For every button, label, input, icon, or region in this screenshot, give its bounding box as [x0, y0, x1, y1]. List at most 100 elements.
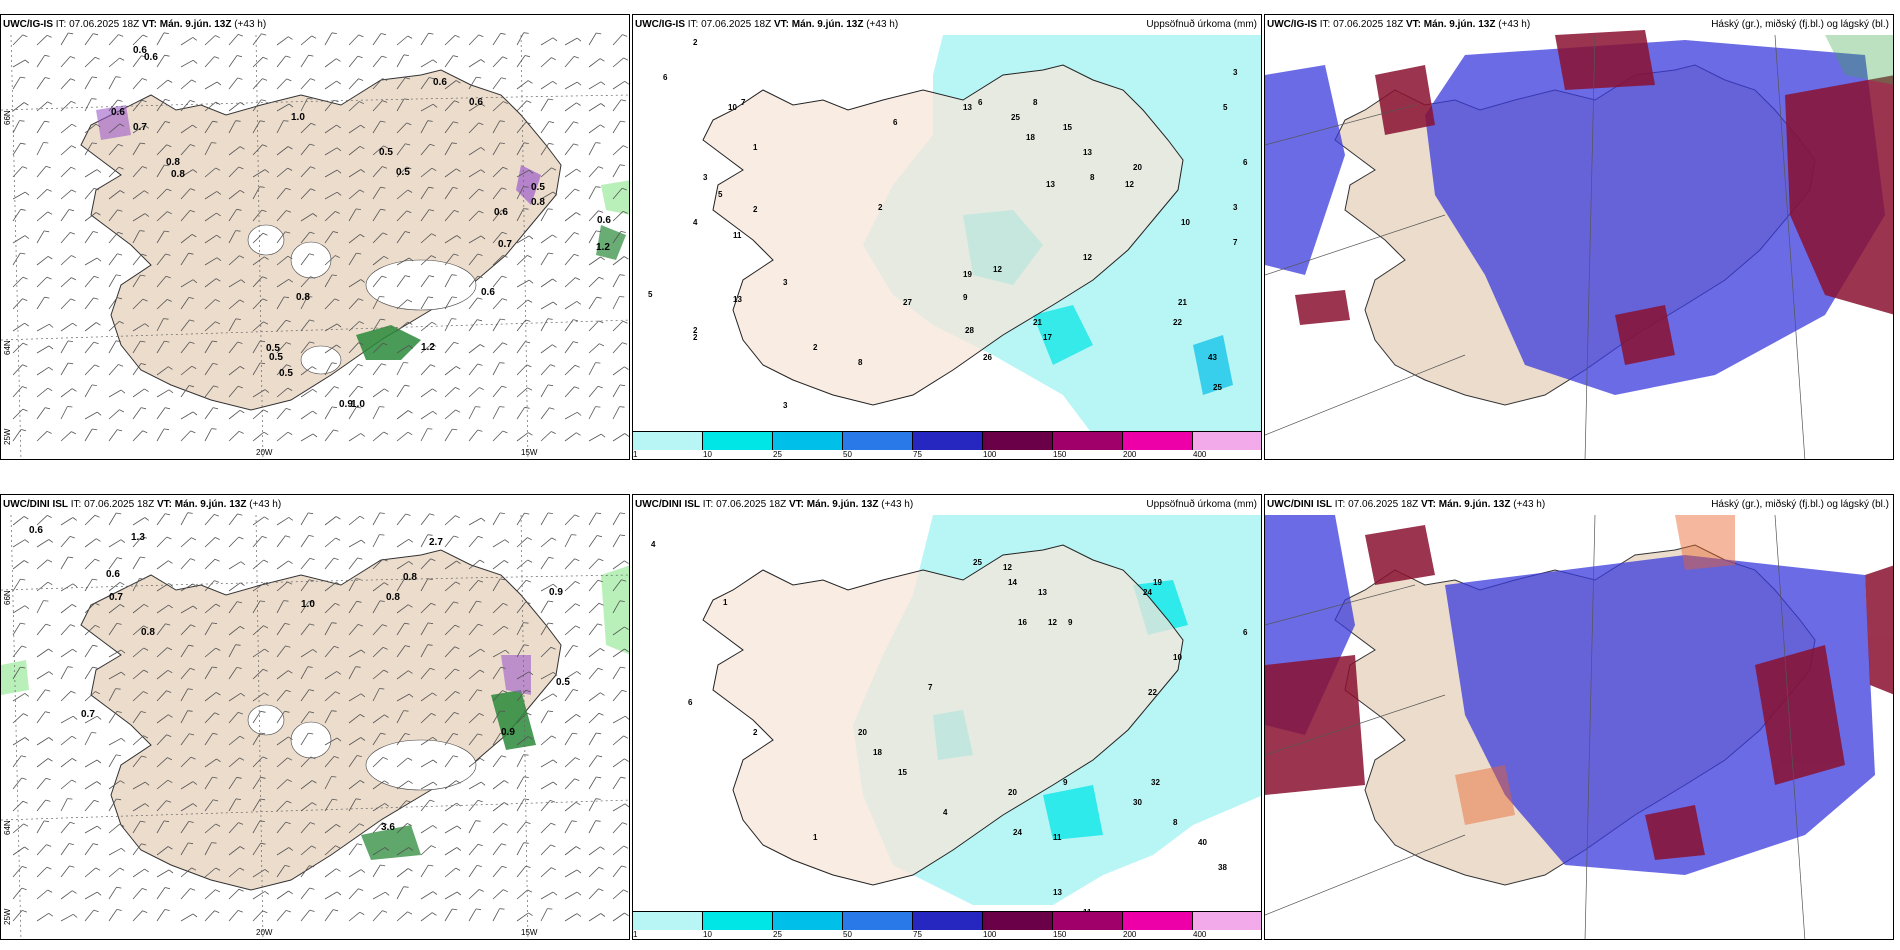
wind-barb	[348, 34, 359, 46]
wind-barb	[180, 821, 190, 834]
wind-barb	[372, 512, 381, 526]
wind-barb	[228, 77, 238, 90]
wind-barb	[180, 644, 189, 658]
wind-barb-feather	[47, 256, 53, 260]
wind-barb-feather	[619, 512, 626, 514]
value-label: 12	[1083, 253, 1092, 262]
wind-barb	[588, 103, 602, 112]
wind-barb-feather	[287, 387, 293, 391]
wind-barb	[276, 146, 289, 156]
wind-barb-feather	[72, 322, 77, 327]
wind-barb-feather	[600, 692, 605, 696]
wind-barb	[132, 363, 142, 376]
wind-barb	[36, 189, 48, 200]
colorbar-tick-label: 150	[1053, 930, 1067, 939]
wind-barb-feather	[71, 255, 76, 259]
wind-barb-feather	[309, 253, 315, 256]
wind-barb	[540, 908, 548, 922]
wind-barb	[444, 121, 454, 134]
value-label: 0.6	[481, 287, 495, 298]
wind-barb-feather	[71, 189, 77, 193]
wind-barb	[372, 431, 384, 442]
wind-barb	[612, 120, 621, 134]
wind-barb	[588, 776, 597, 790]
wind-barb	[372, 757, 384, 768]
wind-barb-feather	[67, 340, 74, 342]
wind-barb-feather	[382, 558, 388, 562]
wind-barb-feather	[428, 864, 434, 867]
wind-barb	[420, 644, 429, 658]
precip-map-svg: 2 6 10 7 1 3 5 4 11 2 13 2 5 3 8 2 6 13 …	[648, 35, 1261, 435]
wind-barb	[204, 647, 217, 658]
wind-barb-feather	[404, 733, 410, 735]
wind-barb	[276, 736, 289, 746]
wind-barb-feather	[236, 55, 242, 58]
wind-barb-feather	[452, 187, 458, 189]
wind-barb	[348, 888, 359, 900]
wind-barb	[588, 166, 599, 178]
wind-barb-feather	[359, 321, 364, 325]
wind-barb-feather	[94, 514, 100, 518]
wind-barb	[228, 55, 238, 68]
wind-barb-feather	[140, 363, 146, 366]
wind-barb	[300, 623, 310, 636]
wind-barb-feather	[502, 298, 508, 301]
wind-barb	[276, 779, 288, 790]
wind-barb-feather	[427, 578, 433, 580]
wind-barb-feather	[312, 410, 317, 415]
wind-barb	[132, 253, 143, 266]
wind-barb-feather	[454, 100, 460, 103]
wind-barb	[348, 869, 362, 878]
wind-barb-feather	[71, 758, 77, 762]
wind-barb-feather	[235, 230, 241, 232]
wind-barb	[324, 58, 337, 68]
wind-barb	[612, 296, 620, 310]
wind-barb	[492, 780, 505, 790]
wind-barb	[12, 102, 25, 112]
wind-barb-feather	[573, 319, 579, 322]
value-label: 1.2	[596, 242, 610, 253]
wind-barb	[492, 255, 504, 266]
wind-barb-feather	[237, 513, 243, 516]
wind-barb	[324, 710, 332, 724]
wind-barb-feather	[336, 737, 342, 742]
wind-barb-feather	[431, 321, 437, 326]
wind-barb-feather	[167, 299, 172, 302]
wind-barb-feather	[69, 865, 75, 868]
wind-barb-feather	[164, 887, 170, 890]
wind-barb	[612, 534, 621, 548]
wind-barb	[516, 32, 525, 46]
wind-barb	[276, 78, 287, 90]
wind-barb	[444, 387, 456, 398]
value-label: 13	[1083, 148, 1092, 157]
wind-barb-feather	[213, 407, 218, 410]
wind-barb-feather	[479, 757, 485, 762]
value-label: 13	[733, 295, 742, 304]
wind-barb	[204, 622, 213, 636]
wind-barb-feather	[165, 623, 171, 626]
wind-barb	[588, 343, 600, 354]
wind-barb-feather	[120, 649, 126, 654]
wind-barb	[12, 166, 23, 178]
wind-barb-feather	[22, 276, 28, 280]
wind-barb	[444, 847, 458, 856]
wind-barb	[612, 648, 625, 658]
wind-barb-feather	[455, 780, 461, 784]
wind-barb-feather	[405, 77, 411, 80]
wind-barb	[36, 844, 47, 856]
value-label: 12	[1048, 618, 1057, 627]
wind-barb-feather	[235, 318, 241, 320]
wind-barb	[468, 517, 482, 526]
wind-barb-feather	[144, 213, 150, 217]
wind-barb	[468, 580, 479, 592]
wind-barb	[396, 645, 406, 658]
wind-barb	[132, 213, 146, 222]
wind-barb	[108, 737, 122, 746]
wind-barb-feather	[382, 822, 388, 825]
wind-barb	[180, 668, 191, 680]
wind-barb-feather	[574, 514, 580, 518]
wind-barb-feather	[163, 428, 170, 431]
value-label: 21	[1033, 318, 1042, 327]
wind-barb-feather	[598, 888, 604, 892]
wind-barb-feather	[187, 688, 193, 690]
